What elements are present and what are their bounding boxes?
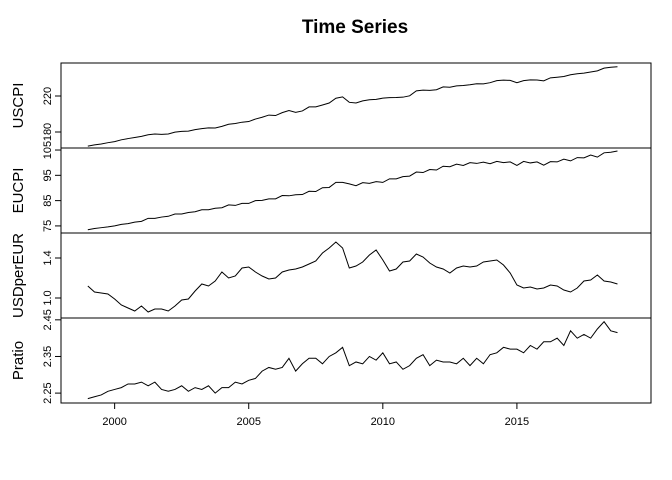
series-line	[87, 66, 618, 147]
y-tick-label: 1.4	[42, 250, 54, 265]
panel-frame	[60, 62, 652, 149]
y-tick-label: 220	[42, 87, 54, 105]
panel-label: EUCPI	[10, 168, 27, 214]
y-tick-label: 105	[42, 141, 54, 159]
panel-label: USDperEUR	[10, 233, 27, 318]
panel-frame	[60, 232, 652, 319]
panel-label: USCPI	[10, 83, 27, 129]
y-tick-label: 85	[42, 194, 54, 206]
y-tick-label: 180	[42, 123, 54, 141]
y-tick-label: 2.35	[42, 346, 54, 367]
y-tick-label: 2.45	[42, 309, 54, 330]
y-tick-label: 1.0	[42, 290, 54, 305]
x-tick-label: 2000	[102, 416, 126, 428]
panel-label: Pratio	[10, 341, 27, 380]
chart-title: Time Series	[302, 17, 408, 38]
x-tick-label: 2010	[371, 416, 395, 428]
y-tick-label: 95	[42, 169, 54, 181]
series-line	[87, 320, 618, 400]
x-tick-label: 2015	[505, 416, 529, 428]
series-line	[87, 241, 618, 313]
series-line	[87, 150, 618, 231]
y-tick-label: 75	[42, 220, 54, 232]
x-tick-label: 2005	[236, 416, 260, 428]
y-tick-label: 2.25	[42, 382, 54, 403]
panel-frame	[60, 317, 652, 404]
panel-frame	[60, 147, 652, 234]
